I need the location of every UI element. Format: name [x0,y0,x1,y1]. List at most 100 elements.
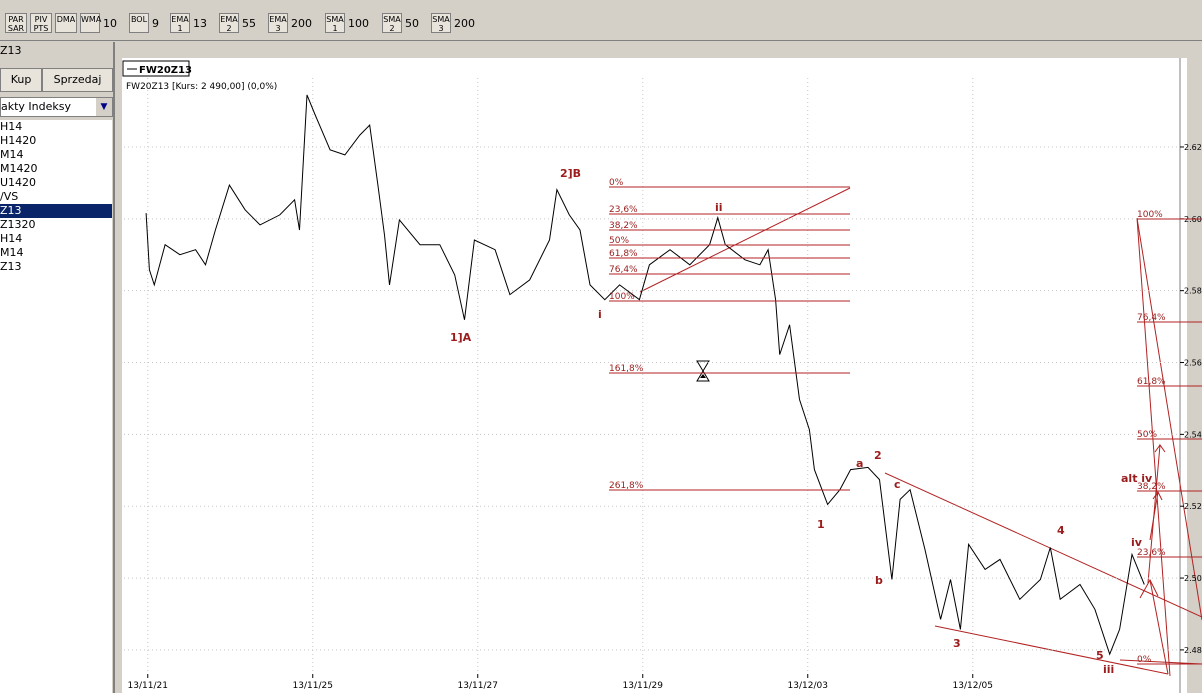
symbol-list: H14 H1420 M14 M1420 U1420/VS Z13 Z1320 H14 M14 Z1… [0,120,112,693]
indicator-button[interactable]: EMA 2 [219,13,239,33]
y-tick-label: 2.62 [1184,143,1202,152]
symbol-item[interactable]: M14 [0,246,24,259]
trendline [1136,217,1202,621]
fib-label: 50% [1137,430,1157,440]
x-tick-label: 13/11/27 [458,681,498,691]
buy-button[interactable]: Kup [0,68,42,92]
fib-label: 261,8% [609,481,644,491]
symbol-item[interactable]: M14 [0,148,24,161]
x-tick-label: 13/11/29 [623,681,664,691]
group-label: akty Indeksy [1,100,72,113]
arrow [1149,579,1169,675]
indicator-value: 200 [291,17,312,30]
fib-label: 38,2% [609,221,638,231]
y-tick-label: 2.52 [1184,502,1202,511]
x-tick-label: 13/12/03 [788,681,828,691]
fib-label: 0% [1137,655,1152,665]
y-tick-label: 2.56 [1184,359,1202,368]
wave-label: ii [715,201,723,214]
indicator-button[interactable]: EMA 1 [170,13,190,33]
symbol-item[interactable]: Z1320 [0,218,36,231]
symbol-item[interactable]: Z13 [0,204,112,218]
indicator-value: 100 [348,17,369,30]
fib-label: 100% [1137,210,1163,220]
toolbar: PAR SAR PIV PTS DMA WMA 10 BOL 9 EMA 1 13 EMA 2 55… [0,0,1202,41]
symbol-item[interactable]: U1420 [0,176,37,189]
indicator-button[interactable]: SMA 3 [431,13,451,33]
y-tick-label: 2.58 [1184,287,1202,296]
plot-area [122,58,1187,693]
indicator-button[interactable]: SMA 1 [325,13,345,33]
indicator-button[interactable]: WMA [80,13,101,33]
wave-label: alt iv [1121,472,1153,485]
fib-label: 38,2% [1137,482,1166,492]
wave-label: c [894,478,901,491]
indicator-value: 55 [242,17,256,30]
y-tick-label: 2.50 [1184,574,1202,583]
sidebar: Z13 Kup Sprzedaj akty Indeksy ▼ H14 H1420 M… [0,42,115,693]
price-line [145,94,1145,656]
indicator-button[interactable]: PAR SAR [5,13,27,33]
wave-label: 3 [953,637,961,650]
fib-label: 76,4% [1137,313,1166,323]
fib-label: 23,6% [1137,548,1166,558]
trendlines [639,187,1202,677]
indicator-value: 50 [405,17,419,30]
symbol-item[interactable]: M1420 [0,162,38,175]
hourglass-icon [696,360,710,382]
trendline [1136,217,1171,677]
legend-box [122,60,190,77]
price-info: FW20Z13 [Kurs: 2 490,00] (0,0%) [126,82,277,92]
indicator-button[interactable]: DMA [55,13,77,33]
trendline [639,187,851,293]
indicator-button[interactable]: SMA 2 [382,13,402,33]
trendline [884,472,1202,618]
fib-label: 0% [609,178,624,188]
wave-label: 1 [817,518,825,531]
indicator-value: 200 [454,17,475,30]
plot: 2.482.502.522.542.562.582.602.6213/11/21… [124,78,1202,691]
trendline [1119,659,1202,665]
wave-label: iii [1103,663,1114,676]
symbol: Z13 [0,44,22,57]
y-tick-label: 2.48 [1184,646,1202,655]
indicator-value: 13 [193,17,207,30]
fib-label: 76,4% [609,265,638,275]
arrow-head [1139,578,1159,599]
fib-label: 61,8% [609,249,638,259]
dropdown-arrow[interactable]: ▼ [96,98,112,116]
wave-label: 4 [1057,524,1065,537]
symbol-item[interactable]: Z13 [0,260,22,273]
x-tick-label: 13/11/21 [128,681,168,691]
symbol-item[interactable]: H14 [0,120,23,133]
chart: FW20Z13 FW20Z13 [Kurs: 2 490,00] (0,0%) … [115,42,1202,693]
sell-button[interactable]: Sprzedaj [42,68,113,92]
fib-label: 100% [609,292,635,302]
symbol-item[interactable]: H1420 [0,134,37,147]
indicator-value: 10 [103,17,117,30]
wave-label: 1]A [450,331,472,344]
wave-label: 5 [1096,649,1104,662]
symbol-item[interactable]: H14 [0,232,23,245]
indicator-button[interactable]: BOL [129,13,149,33]
x-tick-label: 13/12/05 [953,681,993,691]
wave-label: a [856,457,863,470]
wave-label: 2]B [560,167,581,180]
group-dropdown[interactable]: akty Indeksy ▼ [0,97,113,117]
indicator-button[interactable]: PIV PTS [30,13,52,33]
fib-label: 161,8% [609,364,644,374]
wave-label: iv [1131,536,1143,549]
symbol-item[interactable]: /VS [0,190,19,203]
fib-label: 23,6% [609,205,638,215]
wave-label: i [598,308,602,321]
trendline [934,625,1169,675]
wave-label: 2 [874,449,882,462]
indicator-value: 9 [152,17,159,30]
y-tick-label: 2.54 [1184,430,1202,439]
wave-label: b [875,574,883,587]
x-tick-label: 13/11/25 [293,681,333,691]
legend-label: FW20Z13 [139,65,192,76]
indicator-button[interactable]: EMA 3 [268,13,288,33]
arrow [1149,490,1163,541]
